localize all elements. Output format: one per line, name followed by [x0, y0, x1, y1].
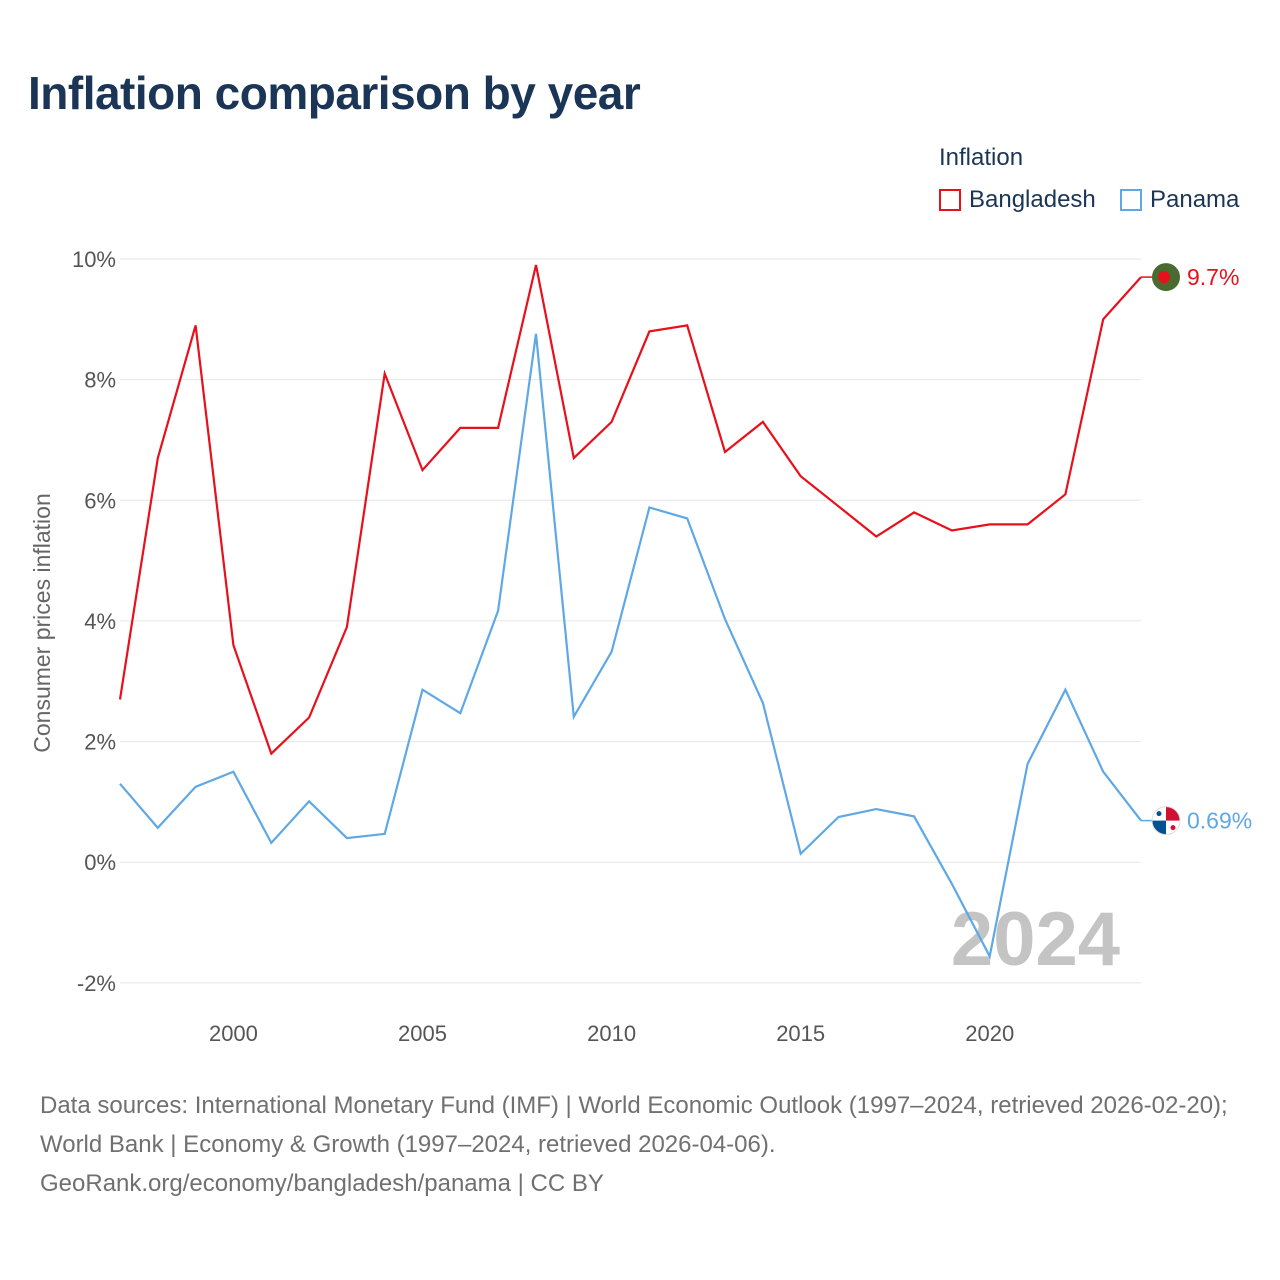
y-tick-label: 10% [72, 247, 116, 272]
x-axis: 2000 2005 2010 2015 2020 [209, 1021, 1014, 1046]
flag-disc [1158, 271, 1170, 284]
source-link[interactable]: GeoRank.org/economy/bangladesh/panama | … [40, 1170, 604, 1197]
legend-swatch-bangladesh [939, 189, 961, 211]
y-tick-label: -2% [77, 971, 116, 996]
x-tick-label: 2020 [965, 1021, 1014, 1046]
x-tick-label: 2000 [209, 1021, 258, 1046]
y-tick-label: 6% [84, 488, 116, 513]
chart-title: Inflation comparison by year [28, 67, 641, 119]
end-markers: 9.7% 0.69% [1141, 263, 1252, 836]
grid-lines [120, 258, 1141, 984]
year-watermark: 2024 [951, 897, 1120, 982]
source-text: Data sources: International Monetary Fun… [40, 1092, 1228, 1158]
data-source-note: Data sources: International Monetary Fun… [40, 1086, 1250, 1203]
y-tick-label: 2% [84, 730, 116, 755]
y-tick-label: 4% [84, 609, 116, 634]
legend-title: Inflation [939, 144, 1024, 171]
legend-item-bangladesh[interactable]: Bangladesh [939, 186, 1096, 214]
legend-item-panama[interactable]: Panama [1120, 186, 1239, 214]
series-line-bangladesh[interactable] [118, 264, 1142, 756]
series-lines [118, 264, 1142, 960]
y-tick-label: 8% [84, 368, 116, 393]
x-tick-label: 2010 [587, 1021, 636, 1046]
legend-label-panama: Panama [1150, 186, 1240, 213]
x-tick-label: 2015 [776, 1021, 825, 1046]
end-value-label-panama: 0.69% [1187, 808, 1252, 834]
end-value-label-bangladesh: 9.7% [1187, 264, 1239, 290]
series-line-panama[interactable] [119, 333, 1142, 960]
x-tick-label: 2005 [398, 1021, 447, 1046]
legend-label-bangladesh: Bangladesh [969, 186, 1096, 213]
y-tick-label: 0% [84, 850, 116, 875]
legend-swatch-panama [1120, 189, 1142, 211]
y-axis: -2% 0% 2% 4% 6% 8% 10% [72, 247, 116, 996]
y-axis-label: Consumer prices inflation [29, 493, 55, 753]
